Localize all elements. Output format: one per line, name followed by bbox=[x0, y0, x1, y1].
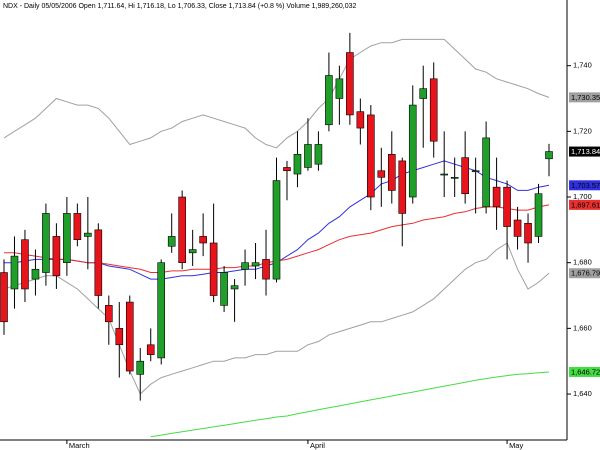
value-tag-label: 1,713.84 bbox=[571, 147, 600, 156]
candle-body bbox=[146, 344, 155, 355]
candle-body bbox=[0, 272, 8, 323]
candle-body bbox=[10, 255, 19, 290]
candle-body bbox=[503, 186, 511, 227]
y-tick-label: 1,640 bbox=[573, 389, 592, 398]
candle-body bbox=[335, 78, 344, 99]
candle-body bbox=[387, 154, 396, 191]
candle-body bbox=[115, 328, 124, 346]
candle-body bbox=[230, 285, 239, 290]
candle-body bbox=[524, 222, 532, 244]
candle-body bbox=[545, 151, 553, 160]
candle-body bbox=[241, 262, 249, 270]
candle-body bbox=[21, 239, 29, 290]
candle-body bbox=[346, 52, 354, 116]
candle-body bbox=[408, 104, 417, 198]
candle-body bbox=[178, 196, 186, 263]
value-tag-label: 1,646.72 bbox=[571, 367, 600, 376]
candle-body bbox=[209, 242, 218, 296]
candle-body bbox=[429, 78, 438, 142]
candle-body bbox=[471, 170, 480, 173]
candle-body bbox=[534, 193, 543, 237]
value-tag bbox=[569, 180, 600, 191]
candle-body bbox=[272, 180, 281, 280]
candle-body bbox=[461, 157, 469, 195]
candle-body bbox=[167, 236, 176, 247]
candle-body bbox=[283, 167, 291, 172]
candle-body bbox=[377, 170, 386, 178]
overlay-line bbox=[3, 242, 550, 395]
candle-body bbox=[52, 236, 61, 277]
value-tag-label: 1,703.57 bbox=[571, 181, 600, 190]
candle-body bbox=[293, 154, 302, 175]
x-tick-label: April bbox=[310, 441, 325, 450]
x-tick-label: May bbox=[509, 441, 523, 450]
candle-body bbox=[42, 213, 50, 273]
candle-body bbox=[105, 305, 113, 323]
candle-body bbox=[31, 268, 40, 280]
overlay-line bbox=[150, 371, 550, 438]
value-tag-label: 1,676.79 bbox=[571, 269, 600, 278]
candle-body bbox=[492, 186, 501, 208]
candle-body bbox=[199, 236, 207, 244]
candle-body bbox=[440, 173, 448, 176]
candle-body bbox=[73, 213, 82, 241]
candle-body bbox=[63, 213, 71, 263]
value-tag bbox=[569, 268, 600, 279]
x-tick-label: March bbox=[69, 441, 90, 450]
candle-body bbox=[220, 272, 228, 306]
candle-body bbox=[136, 360, 145, 375]
y-tick-label: 1,660 bbox=[573, 323, 592, 332]
candle-body bbox=[251, 262, 260, 267]
value-tag bbox=[569, 92, 600, 103]
overlay-line bbox=[3, 38, 550, 149]
y-tick-label: 1,720 bbox=[573, 126, 592, 135]
value-tag bbox=[569, 199, 600, 210]
candle-body bbox=[188, 249, 197, 254]
candle-body bbox=[304, 144, 312, 168]
value-tag-label: 1,730.35 bbox=[571, 93, 600, 102]
candle-body bbox=[356, 111, 365, 129]
candle-body bbox=[513, 219, 522, 237]
candle-body bbox=[419, 88, 428, 99]
value-tag-label: 1,697.61 bbox=[571, 200, 600, 209]
y-tick-label: 1,740 bbox=[573, 61, 592, 70]
candle-body bbox=[262, 259, 270, 280]
candle-body bbox=[125, 301, 134, 372]
candle-body bbox=[314, 144, 323, 165]
candle-body bbox=[157, 262, 166, 359]
value-tag bbox=[569, 366, 600, 377]
candle-body bbox=[398, 160, 407, 214]
candle-body bbox=[84, 232, 92, 237]
candle-body bbox=[94, 229, 103, 296]
y-tick-label: 1,680 bbox=[573, 258, 592, 267]
candle-body bbox=[325, 75, 333, 126]
candle-body bbox=[367, 114, 375, 198]
chart-title: NDX - Daily 05/05/2006 Open 1,711.64, Hi… bbox=[3, 3, 357, 10]
candle-body bbox=[450, 177, 459, 179]
y-tick-label: 1,700 bbox=[573, 192, 592, 201]
value-tag bbox=[569, 146, 600, 157]
candle-body bbox=[482, 137, 490, 208]
